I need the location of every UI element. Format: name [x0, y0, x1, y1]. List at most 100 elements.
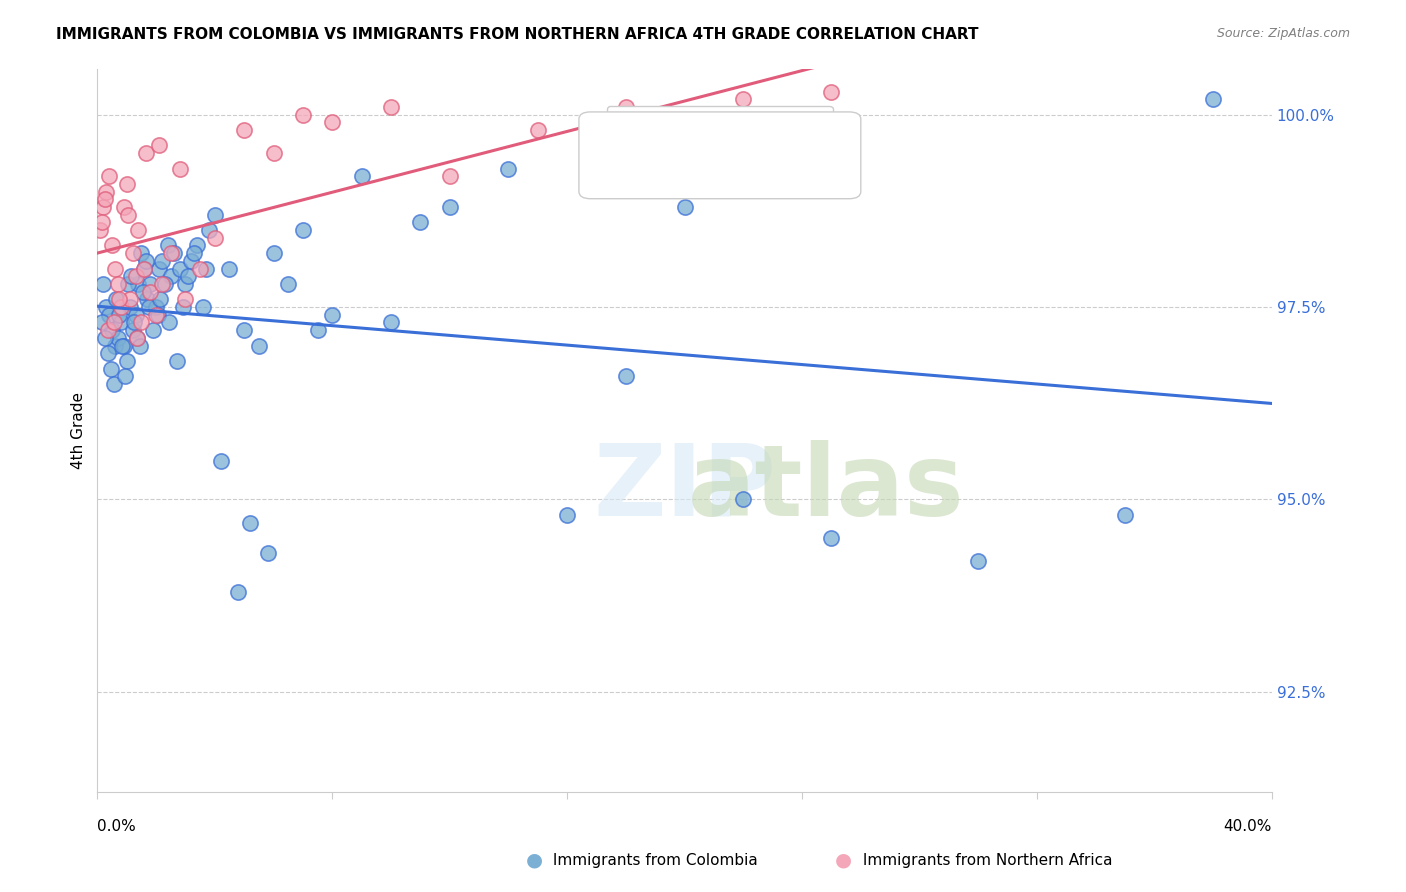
Point	[277, 277, 299, 291]
Point	[131, 315, 153, 329]
Point	[101, 238, 124, 252]
Point	[218, 261, 240, 276]
Point	[108, 293, 131, 307]
Point	[110, 300, 132, 314]
Point	[96, 300, 118, 314]
Point	[159, 246, 181, 260]
Point	[100, 361, 122, 376]
Point	[145, 300, 167, 314]
Point	[498, 161, 520, 176]
Point	[967, 554, 990, 568]
Point	[439, 200, 461, 214]
Text: 40.0%: 40.0%	[1223, 819, 1272, 834]
Point	[307, 323, 329, 337]
Point	[135, 253, 157, 268]
Point	[148, 261, 170, 276]
Point	[149, 293, 172, 307]
Point	[107, 331, 129, 345]
Point	[233, 123, 256, 137]
Point	[107, 277, 129, 291]
Point	[104, 261, 127, 276]
Point	[97, 323, 120, 337]
Point	[112, 200, 135, 214]
Point	[111, 338, 134, 352]
Point	[146, 308, 169, 322]
Point	[1202, 92, 1225, 106]
Point	[114, 369, 136, 384]
Point	[209, 454, 232, 468]
Point	[239, 516, 262, 530]
Point	[183, 246, 205, 260]
Point	[90, 215, 112, 229]
Point	[150, 253, 173, 268]
Point	[673, 200, 696, 214]
Point	[98, 169, 121, 184]
Point	[733, 492, 755, 507]
Text: IMMIGRANTS FROM COLOMBIA VS IMMIGRANTS FROM NORTHERN AFRICA 4TH GRADE CORRELATIO: IMMIGRANTS FROM COLOMBIA VS IMMIGRANTS F…	[56, 27, 979, 42]
Text: 0.0%: 0.0%	[97, 819, 136, 834]
Point	[226, 584, 249, 599]
Point	[89, 223, 111, 237]
Point	[97, 346, 120, 360]
Point	[142, 323, 165, 337]
Point	[91, 277, 114, 291]
Point	[439, 169, 461, 184]
Point	[247, 338, 270, 352]
Point	[112, 338, 135, 352]
Point	[93, 331, 115, 345]
Point	[380, 100, 402, 114]
Point	[153, 277, 176, 291]
Text: ●: ●	[526, 850, 543, 869]
Point	[136, 293, 159, 307]
Point	[733, 92, 755, 106]
Point	[350, 169, 373, 184]
Point	[118, 300, 141, 314]
Point	[172, 300, 194, 314]
Point	[139, 277, 162, 291]
Point	[96, 185, 118, 199]
Point	[121, 323, 143, 337]
Point	[555, 508, 578, 522]
Point	[132, 285, 155, 299]
Point	[820, 85, 842, 99]
Point	[820, 531, 842, 545]
Point	[139, 285, 162, 299]
Point	[169, 261, 191, 276]
Point	[124, 308, 146, 322]
Point	[169, 161, 191, 176]
Point	[177, 269, 200, 284]
Legend:   R = 0.404   N = 82,   R = 0.568   N = 44: R = 0.404 N = 82, R = 0.568 N = 44	[607, 106, 832, 173]
Point	[159, 269, 181, 284]
Point	[103, 315, 125, 329]
Point	[134, 261, 156, 276]
Text: Source: ZipAtlas.com: Source: ZipAtlas.com	[1216, 27, 1350, 40]
Point	[108, 308, 131, 322]
Point	[131, 246, 153, 260]
Point	[120, 269, 142, 284]
Point	[321, 115, 343, 129]
Point	[115, 354, 138, 368]
Point	[156, 238, 179, 252]
Point	[263, 246, 285, 260]
Point	[174, 293, 197, 307]
Point	[135, 146, 157, 161]
Point	[134, 261, 156, 276]
Point	[125, 331, 148, 345]
Point	[145, 308, 167, 322]
Point	[614, 100, 637, 114]
Point	[127, 277, 149, 291]
Point	[256, 546, 278, 560]
Point	[148, 138, 170, 153]
Point	[104, 338, 127, 352]
Point	[115, 177, 138, 191]
Point	[117, 277, 139, 291]
Point	[1114, 508, 1136, 522]
Point	[124, 269, 146, 284]
Point	[121, 246, 143, 260]
Point	[101, 323, 124, 337]
Point	[673, 146, 696, 161]
Point	[263, 146, 285, 161]
Point	[198, 223, 221, 237]
Point	[122, 315, 145, 329]
Point	[125, 331, 148, 345]
